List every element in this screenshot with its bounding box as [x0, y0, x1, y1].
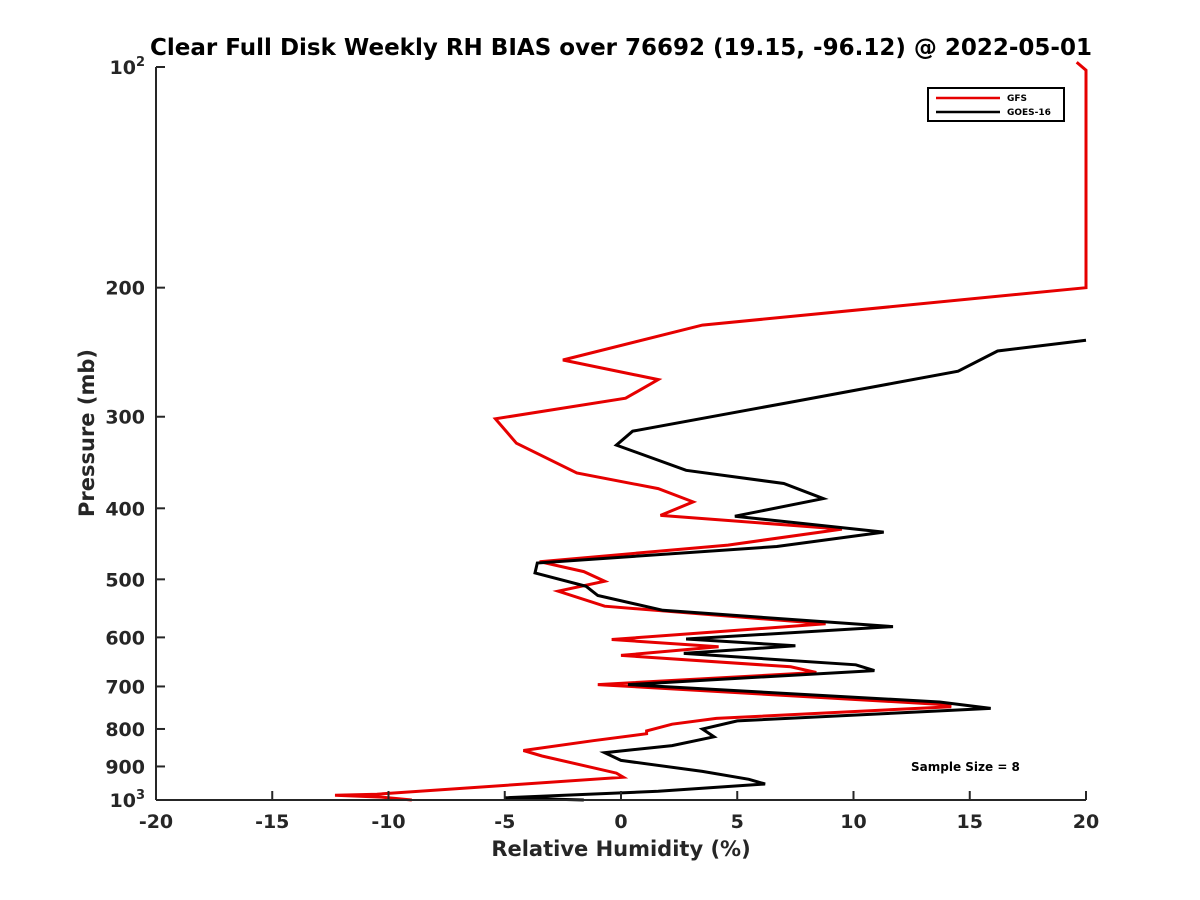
legend: GFS GOES-16 — [927, 87, 1065, 122]
y-tick-label: 103 — [110, 788, 146, 812]
x-tick-label: -5 — [494, 811, 515, 833]
x-tick-label: 15 — [957, 811, 983, 833]
y-tick-label: 200 — [105, 278, 145, 300]
y-tick-label: 900 — [105, 756, 145, 778]
y-tick-label: 400 — [105, 498, 145, 520]
x-tick-label: 5 — [731, 811, 744, 833]
legend-entry-goes16: GOES-16 — [1007, 108, 1051, 118]
sample-size-annotation: Sample Size = 8 — [911, 760, 1020, 774]
chart-title: Clear Full Disk Weekly RH BIAS over 7669… — [150, 35, 1092, 61]
y-tick-label: 600 — [105, 627, 145, 649]
legend-entry-gfs: GFS — [1007, 94, 1027, 104]
series-line-gfs — [334, 61, 1088, 802]
y-tick-label: 300 — [105, 407, 145, 429]
series-group — [334, 61, 1088, 802]
y-tick-label: 102 — [110, 55, 146, 79]
x-tick-label: -10 — [371, 811, 405, 833]
y-tick-label: 700 — [105, 676, 145, 698]
y-tick-label: 800 — [105, 719, 145, 741]
legend-box — [927, 87, 1065, 122]
x-axis-label: Relative Humidity (%) — [491, 837, 750, 861]
x-tick-label: 20 — [1073, 811, 1099, 833]
plot-area: -20 -15 -10 -5 0 5 10 15 20 102 200 300 400 500 600 700… — [105, 55, 1099, 833]
x-tick-label: 10 — [840, 811, 866, 833]
y-tick-label: 500 — [105, 569, 145, 591]
y-axis-label: Pressure (mb) — [75, 349, 99, 517]
x-tick-label: -20 — [139, 811, 173, 833]
series-line-goes16 — [504, 338, 1087, 802]
x-tick-label: -15 — [255, 811, 289, 833]
x-tick-label: 0 — [614, 811, 627, 833]
